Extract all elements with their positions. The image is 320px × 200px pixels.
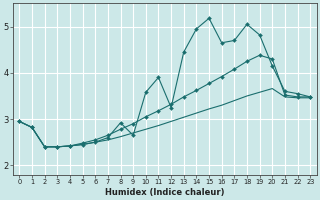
X-axis label: Humidex (Indice chaleur): Humidex (Indice chaleur) bbox=[105, 188, 225, 197]
